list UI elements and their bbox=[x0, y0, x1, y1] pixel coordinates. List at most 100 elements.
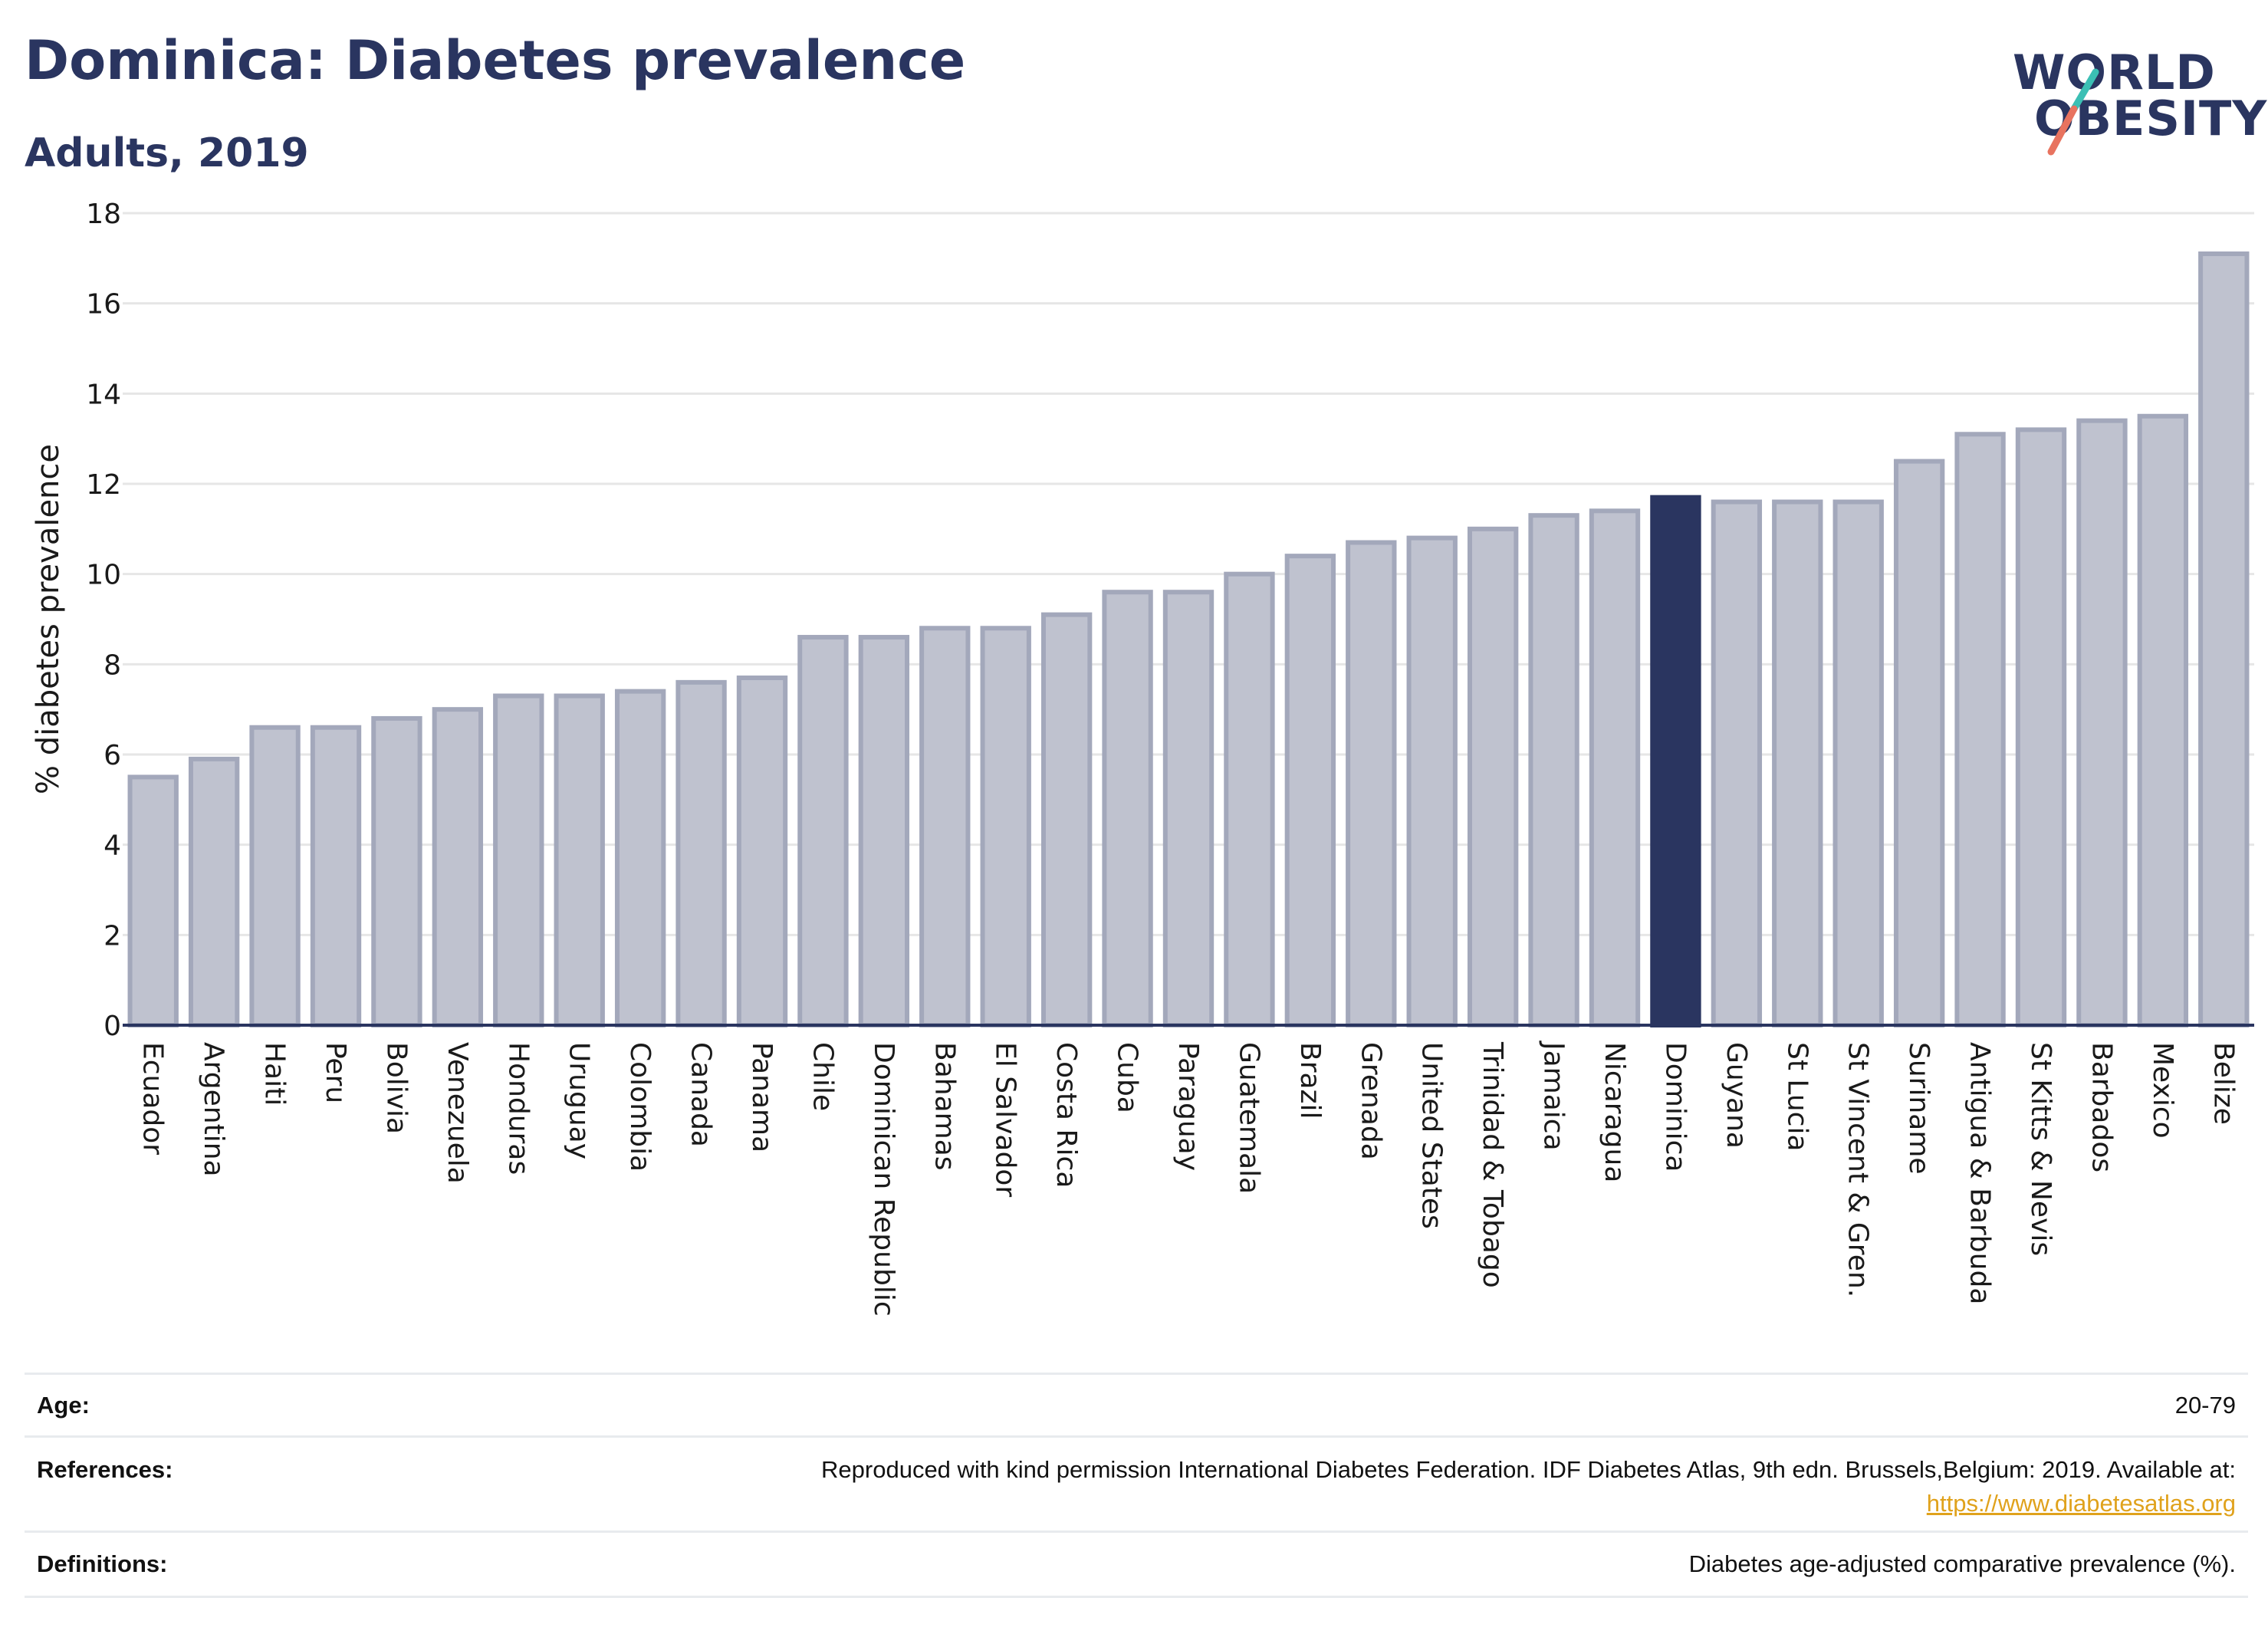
x-tick-label: St Vincent & Gren. bbox=[1842, 1042, 1874, 1297]
y-tick-label: 14 bbox=[86, 379, 121, 410]
x-tick-label: Belize bbox=[2207, 1042, 2239, 1125]
references-label: References: bbox=[37, 1456, 173, 1483]
y-tick-label: 8 bbox=[104, 649, 121, 681]
x-tick-label: Costa Rica bbox=[1050, 1042, 1082, 1188]
info-row-references: References: Reproduced with kind permiss… bbox=[25, 1435, 2248, 1530]
x-tick-label: St Kitts & Nevis bbox=[2025, 1042, 2056, 1256]
bar-barbados bbox=[2076, 418, 2128, 1027]
x-tick-label: Honduras bbox=[502, 1042, 534, 1175]
x-axis-labels: Ecuador Argentina Haiti Peru Bolivia Venezuel… bbox=[137, 1041, 2240, 1317]
bar-chart: 0 2 4 6 8 10 12 14 16 18 Ecuador Argentina Haiti Per… bbox=[31, 199, 2254, 1317]
x-tick-label: Canada bbox=[685, 1042, 717, 1147]
y-tick-label: 2 bbox=[104, 920, 121, 952]
chart-subtitle: Adults, 2019 bbox=[25, 130, 309, 176]
definitions-value: Diabetes age-adjusted comparative preval… bbox=[1688, 1550, 2236, 1577]
world-obesity-logo: WORLD OBESITY bbox=[1997, 23, 2266, 161]
bar-peru bbox=[310, 725, 362, 1027]
bar-guyana bbox=[1711, 499, 1763, 1027]
x-tick-label: Grenada bbox=[1355, 1042, 1386, 1160]
bar-honduras bbox=[493, 693, 544, 1027]
x-tick-label: Trinidad & Tobago bbox=[1477, 1041, 1508, 1288]
x-tick-label: Haiti bbox=[259, 1042, 291, 1106]
x-tick-label: Bahamas bbox=[929, 1042, 960, 1171]
bar-st-lucia bbox=[1772, 499, 1823, 1027]
x-tick-label: Nicaragua bbox=[1599, 1042, 1630, 1182]
bar-haiti bbox=[249, 725, 301, 1027]
bar-costa-rica bbox=[1040, 612, 1093, 1027]
info-row-age: Age: 20-79 bbox=[25, 1373, 2248, 1435]
bar-uruguay bbox=[554, 693, 605, 1027]
x-tick-label: Colombia bbox=[624, 1042, 656, 1172]
x-tick-label: Dominican Republic bbox=[868, 1042, 899, 1317]
references-link[interactable]: https://www.diabetesatlas.org bbox=[1926, 1490, 2236, 1517]
x-tick-label: Mexico bbox=[2147, 1042, 2178, 1139]
bar-cuba bbox=[1102, 590, 1153, 1027]
y-axis-title: % diabetes prevalence bbox=[31, 444, 66, 794]
bar-st-kitts-nevis bbox=[2015, 427, 2067, 1027]
x-tick-label: Cuba bbox=[1112, 1042, 1143, 1113]
x-tick-label: Ecuador bbox=[137, 1042, 169, 1155]
y-tick-label: 4 bbox=[104, 830, 121, 862]
x-tick-label: Guyana bbox=[1721, 1042, 1752, 1149]
x-tick-label: Venezuela bbox=[442, 1042, 473, 1184]
x-tick-label: Brazil bbox=[1294, 1042, 1326, 1119]
bar-bolivia bbox=[371, 715, 422, 1028]
bar-panama bbox=[736, 675, 788, 1027]
y-tick-label: 18 bbox=[86, 199, 121, 230]
age-label: Age: bbox=[37, 1391, 90, 1419]
info-table: Age: 20-79 References: Reproduced with k… bbox=[25, 1373, 2248, 1598]
bar-trinidad-tobago bbox=[1467, 526, 1519, 1027]
bar-chile bbox=[797, 635, 849, 1027]
bar-ecuador bbox=[127, 774, 179, 1028]
bar-grenada bbox=[1346, 540, 1397, 1027]
bar-argentina bbox=[188, 756, 240, 1028]
bar-guatemala bbox=[1224, 571, 1275, 1027]
bar-venezuela bbox=[432, 707, 484, 1028]
definitions-label: Definitions: bbox=[37, 1550, 168, 1577]
x-tick-label: Argentina bbox=[198, 1042, 229, 1177]
bar-antigua-barbuda bbox=[1954, 432, 2006, 1027]
x-tick-label: Chile bbox=[807, 1042, 838, 1111]
x-tick-label: Bolivia bbox=[380, 1042, 412, 1134]
y-tick-label: 0 bbox=[104, 1011, 121, 1042]
bar-colombia bbox=[614, 689, 666, 1028]
logo-slash-coral bbox=[2047, 105, 2078, 156]
logo-word-obesity: OBESITY bbox=[2034, 90, 2268, 146]
x-tick-label: Jamaica bbox=[1538, 1041, 1570, 1151]
bar-dominica bbox=[1650, 495, 1701, 1027]
age-value: 20-79 bbox=[2174, 1391, 2236, 1419]
bar-united-states bbox=[1406, 535, 1458, 1027]
bar-nicaragua bbox=[1589, 508, 1641, 1027]
logo-word-world: WORLD bbox=[2013, 44, 2216, 100]
bar-belize bbox=[2198, 251, 2250, 1027]
y-tick-label: 12 bbox=[86, 469, 121, 501]
bar-canada bbox=[675, 679, 727, 1027]
bar-suriname bbox=[1893, 459, 1945, 1027]
y-tick-label: 16 bbox=[86, 289, 121, 321]
x-tick-label: Guatemala bbox=[1233, 1042, 1264, 1194]
logo-slash-teal bbox=[2070, 68, 2099, 113]
bar-jamaica bbox=[1528, 513, 1579, 1027]
y-tick-label: 6 bbox=[104, 740, 121, 771]
bar-paraguay bbox=[1162, 590, 1215, 1027]
info-row-definitions: Definitions: Diabetes age-adjusted compa… bbox=[25, 1530, 2248, 1598]
logo-slash-icon bbox=[2047, 68, 2099, 156]
bar-brazil bbox=[1284, 554, 1336, 1027]
x-tick-label: Paraguay bbox=[1172, 1042, 1204, 1171]
bar-dominican-republic bbox=[858, 635, 910, 1027]
references-value: Reproduced with kind permission Internat… bbox=[821, 1453, 2248, 1521]
y-axis-ticks: 0 2 4 6 8 10 12 14 16 18 bbox=[86, 199, 121, 1042]
x-tick-label: El Salvador bbox=[990, 1042, 1021, 1197]
bar-el-salvador bbox=[980, 626, 1031, 1027]
x-tick-label: United States bbox=[1416, 1042, 1448, 1229]
x-tick-label: Panama bbox=[746, 1042, 777, 1152]
x-tick-label: Peru bbox=[320, 1042, 351, 1103]
references-text: Reproduced with kind permission Internat… bbox=[821, 1456, 2236, 1483]
bar-bahamas bbox=[919, 626, 971, 1027]
x-tick-label: St Lucia bbox=[1781, 1042, 1813, 1152]
chart-title: Dominica: Diabetes prevalence bbox=[25, 29, 966, 92]
bars bbox=[127, 251, 2250, 1028]
x-tick-label: Barbados bbox=[2086, 1042, 2117, 1172]
x-tick-label: Suriname bbox=[1903, 1042, 1934, 1175]
bar-mexico bbox=[2137, 413, 2189, 1027]
